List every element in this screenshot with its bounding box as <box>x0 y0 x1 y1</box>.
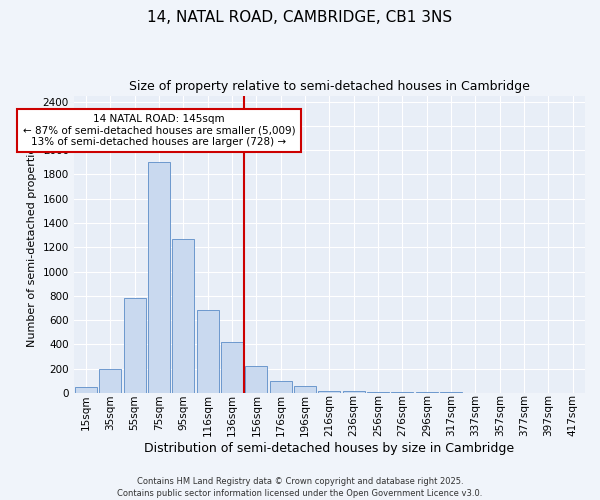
Bar <box>440 392 462 393</box>
Bar <box>221 342 243 393</box>
Bar <box>270 381 292 393</box>
Bar <box>148 162 170 393</box>
Title: Size of property relative to semi-detached houses in Cambridge: Size of property relative to semi-detach… <box>129 80 530 93</box>
Bar <box>294 386 316 393</box>
Y-axis label: Number of semi-detached properties: Number of semi-detached properties <box>27 141 37 347</box>
X-axis label: Distribution of semi-detached houses by size in Cambridge: Distribution of semi-detached houses by … <box>145 442 514 455</box>
Bar <box>100 368 121 393</box>
Bar <box>343 390 365 393</box>
Bar <box>416 392 438 393</box>
Text: Contains HM Land Registry data © Crown copyright and database right 2025.
Contai: Contains HM Land Registry data © Crown c… <box>118 476 482 498</box>
Bar <box>124 298 146 393</box>
Bar <box>172 239 194 393</box>
Text: 14, NATAL ROAD, CAMBRIDGE, CB1 3NS: 14, NATAL ROAD, CAMBRIDGE, CB1 3NS <box>148 10 452 25</box>
Bar <box>367 392 389 393</box>
Bar <box>197 310 218 393</box>
Bar <box>245 366 268 393</box>
Bar <box>391 392 413 393</box>
Text: 14 NATAL ROAD: 145sqm
← 87% of semi-detached houses are smaller (5,009)
13% of s: 14 NATAL ROAD: 145sqm ← 87% of semi-deta… <box>23 114 295 147</box>
Bar <box>75 387 97 393</box>
Bar <box>319 390 340 393</box>
